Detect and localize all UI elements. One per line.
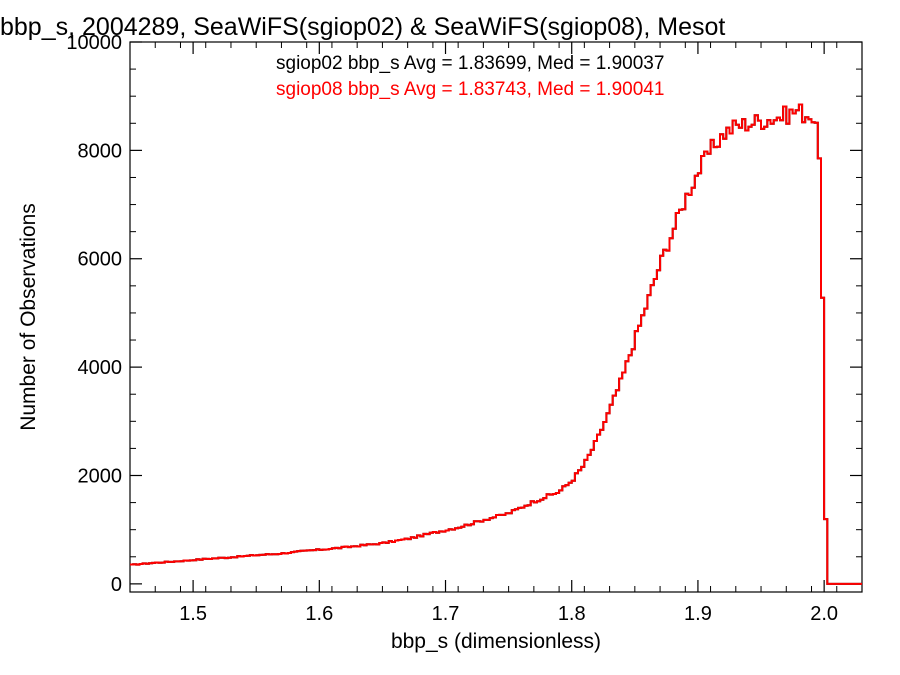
x-tick-label: 1.5: [179, 603, 207, 625]
x-tick-label: 2.0: [810, 603, 838, 625]
x-tick-label: 1.9: [684, 603, 712, 625]
y-tick-label: 4000: [78, 357, 123, 379]
y-tick-label: 0: [111, 574, 122, 596]
y-tick-label: 10000: [66, 32, 122, 54]
y-tick-label: 8000: [78, 140, 123, 162]
y-axis-label: Number of Observations: [17, 203, 40, 431]
plot-frame: [129, 41, 863, 593]
y-tick-label: 6000: [78, 249, 123, 271]
x-tick-label: 1.6: [305, 603, 333, 625]
plot-area: 1.5 1.6 1.7 1.8 1.9 2.0 0 2000 4000 6000 8000 10000: [66, 32, 863, 625]
annotation-sgiop02: sgiop02 bbp_s Avg = 1.83699, Med = 1.900…: [276, 53, 664, 74]
x-tick-label: 1.7: [432, 603, 460, 625]
x-axis-label: bbp_s (dimensionless): [391, 630, 601, 653]
y-tick-label: 2000: [78, 465, 123, 487]
x-tick-label: 1.8: [558, 603, 586, 625]
annotation-sgiop08: sgiop08 bbp_s Avg = 1.83743, Med = 1.900…: [276, 79, 664, 100]
series-sgiop08-step-line: [130, 103, 862, 585]
chart-title: bbp_s, 2004289, SeaWiFS(sgiop02) & SeaWi…: [0, 13, 725, 41]
